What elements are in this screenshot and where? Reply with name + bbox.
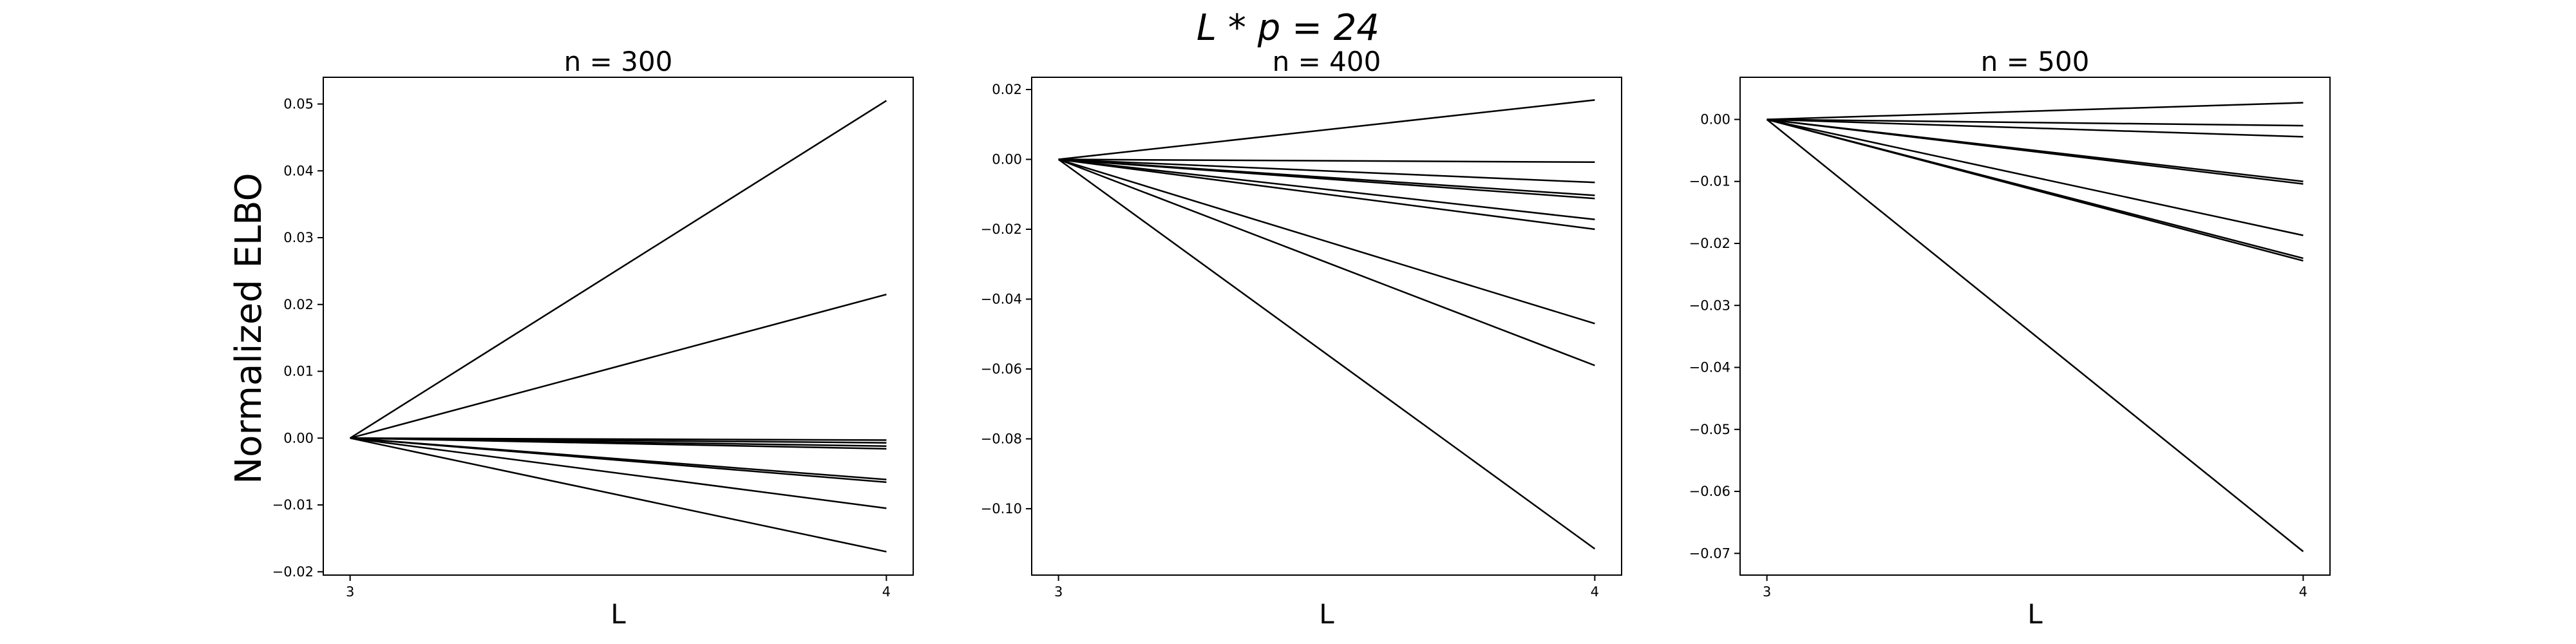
series-line-n-300-1 bbox=[349, 100, 887, 439]
x-tick-label-n-300: 4 bbox=[882, 584, 891, 600]
x-tick-label-n-500: 3 bbox=[1763, 584, 1771, 600]
y-tick-label-n-300: 0.05 bbox=[283, 97, 314, 112]
x-tick-label-n-400: 3 bbox=[1054, 584, 1063, 600]
x-axis-label-n-500: L bbox=[2027, 598, 2043, 630]
x-axis-label-n-300: L bbox=[611, 598, 626, 630]
plot-frame-n-400 bbox=[1031, 77, 1622, 576]
panel-n-500: n = 500 −0.07 −0.06 −0.05 −0.04 −0.03 −0.02 −0.… bbox=[1689, 46, 2331, 630]
series-line-n-300-6 bbox=[350, 437, 887, 450]
y-tick-label-n-400: −0.04 bbox=[981, 291, 1022, 307]
figure-title: L * p = 24 bbox=[1197, 7, 1379, 49]
plot-frame-n-500 bbox=[1739, 77, 2331, 576]
series-line-n-500-9 bbox=[1766, 118, 2304, 553]
series-line-n-400-7 bbox=[1058, 158, 1595, 231]
y-tick-label-n-400: 0.02 bbox=[992, 82, 1022, 97]
y-tick-label-n-400: −0.10 bbox=[981, 501, 1022, 516]
plot-frame-n-300 bbox=[323, 77, 914, 576]
series-line-n-500-1 bbox=[1766, 102, 2304, 120]
panel-title-n-300: n = 300 bbox=[564, 46, 673, 77]
panel-n-400: n = 400 −0.10 −0.08 −0.06 −0.04 −0.02 0.00 0.02… bbox=[981, 46, 1622, 630]
panel-n-300: n = 300 −0.02 −0.01 0.00 0.01 0.02 0.03 0.04 0.0… bbox=[272, 46, 914, 630]
y-tick-label-n-300: −0.01 bbox=[272, 497, 314, 513]
series-line-n-300-9 bbox=[350, 437, 887, 509]
series-line-n-500-6 bbox=[1766, 118, 2304, 236]
series-line-n-500-2 bbox=[1766, 118, 2304, 127]
series-line-n-400-8 bbox=[1058, 158, 1595, 325]
y-axis-label: Normalized ELBO bbox=[228, 173, 270, 484]
panel-title-n-400: n = 400 bbox=[1273, 46, 1381, 77]
x-tick-label-n-400: 4 bbox=[1591, 584, 1599, 600]
series-line-n-400-9 bbox=[1058, 158, 1595, 366]
y-tick-label-n-500: −0.04 bbox=[1689, 360, 1730, 375]
x-axis-label-n-400: L bbox=[1319, 598, 1334, 630]
y-tick-label-n-300: 0.02 bbox=[283, 297, 314, 312]
x-tick-label-n-500: 4 bbox=[2299, 584, 2307, 600]
y-tick-label-n-400: −0.06 bbox=[981, 361, 1022, 377]
y-tick-label-n-500: −0.05 bbox=[1689, 422, 1730, 437]
y-tick-label-n-500: −0.03 bbox=[1689, 298, 1730, 313]
series-line-n-300-10 bbox=[350, 437, 887, 553]
y-tick-label-n-300: 0.00 bbox=[283, 430, 314, 446]
series-line-n-300-2 bbox=[350, 293, 887, 439]
y-tick-label-n-500: −0.01 bbox=[1689, 174, 1730, 189]
y-tick-label-n-300: −0.02 bbox=[272, 564, 314, 580]
series-line-n-500-5 bbox=[1766, 118, 2304, 185]
x-tick-label-n-300: 3 bbox=[346, 584, 354, 600]
series-line-n-500-8 bbox=[1766, 118, 2304, 262]
y-tick-label-n-300: 0.03 bbox=[283, 230, 314, 245]
y-tick-label-n-400: −0.02 bbox=[981, 222, 1022, 237]
y-tick-label-n-300: 0.01 bbox=[283, 364, 314, 379]
series-line-n-400-3 bbox=[1058, 158, 1595, 184]
series-line-n-400-5 bbox=[1058, 158, 1595, 200]
y-tick-label-n-400: 0.00 bbox=[992, 151, 1022, 167]
y-tick-label-n-500: −0.06 bbox=[1689, 484, 1730, 499]
series-line-n-500-3 bbox=[1766, 118, 2304, 138]
y-tick-label-n-500: 0.00 bbox=[1700, 111, 1730, 127]
panel-title-n-500: n = 500 bbox=[1981, 46, 2090, 77]
y-tick-label-n-400: −0.08 bbox=[981, 431, 1022, 446]
y-tick-label-n-300: 0.04 bbox=[283, 163, 314, 178]
series-line-n-400-6 bbox=[1058, 158, 1595, 221]
y-tick-label-n-500: −0.02 bbox=[1689, 236, 1730, 251]
series-line-n-400-10 bbox=[1057, 158, 1596, 550]
series-line-n-400-1 bbox=[1058, 99, 1595, 160]
series-line-n-300-8 bbox=[350, 437, 887, 484]
y-tick-label-n-500: −0.07 bbox=[1689, 545, 1730, 561]
series-line-n-400-2 bbox=[1058, 158, 1595, 164]
